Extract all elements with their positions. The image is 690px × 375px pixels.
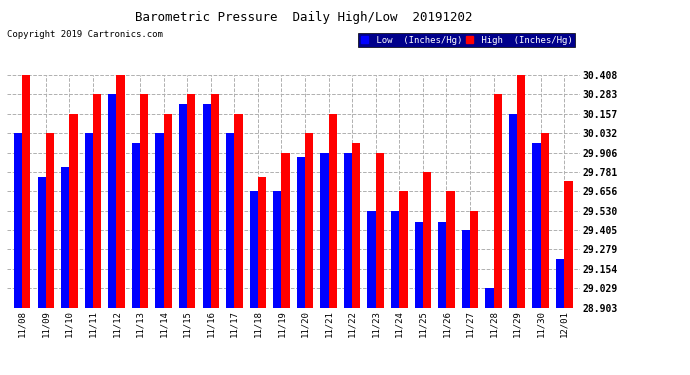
Bar [533, 143, 541, 308]
Bar [438, 222, 446, 308]
Bar [273, 191, 282, 308]
Bar [250, 191, 258, 308]
Text: Copyright 2019 Cartronics.com: Copyright 2019 Cartronics.com [7, 30, 163, 39]
Bar [423, 172, 431, 308]
Bar [446, 191, 455, 308]
Bar [140, 94, 148, 308]
Bar [187, 94, 195, 308]
Bar [108, 94, 117, 308]
Bar [462, 230, 470, 308]
Bar [376, 153, 384, 308]
Bar [164, 114, 172, 308]
Legend:  Low  (Inches/Hg),  High  (Inches/Hg): Low (Inches/Hg), High (Inches/Hg) [358, 33, 575, 47]
Bar [61, 168, 70, 308]
Text: Barometric Pressure  Daily High/Low  20191202: Barometric Pressure Daily High/Low 20191… [135, 11, 473, 24]
Bar [509, 114, 517, 308]
Bar [541, 133, 549, 308]
Bar [22, 75, 30, 307]
Bar [556, 258, 564, 308]
Bar [258, 177, 266, 308]
Bar [235, 114, 243, 308]
Bar [282, 153, 290, 308]
Bar [352, 143, 360, 308]
Bar [320, 153, 328, 308]
Bar [179, 104, 187, 308]
Bar [517, 75, 525, 307]
Bar [117, 75, 125, 307]
Bar [132, 143, 140, 308]
Bar [305, 133, 313, 308]
Bar [344, 153, 352, 308]
Bar [368, 211, 376, 308]
Bar [46, 133, 54, 308]
Bar [391, 211, 400, 308]
Bar [93, 94, 101, 308]
Bar [70, 114, 77, 308]
Bar [202, 104, 210, 308]
Bar [297, 157, 305, 308]
Bar [14, 133, 22, 308]
Bar [470, 211, 478, 308]
Bar [328, 114, 337, 308]
Bar [155, 133, 164, 308]
Bar [210, 94, 219, 308]
Bar [226, 133, 235, 308]
Bar [564, 182, 573, 308]
Bar [400, 191, 408, 308]
Bar [485, 288, 493, 308]
Bar [37, 177, 46, 308]
Bar [415, 222, 423, 308]
Bar [85, 133, 93, 308]
Bar [493, 94, 502, 308]
